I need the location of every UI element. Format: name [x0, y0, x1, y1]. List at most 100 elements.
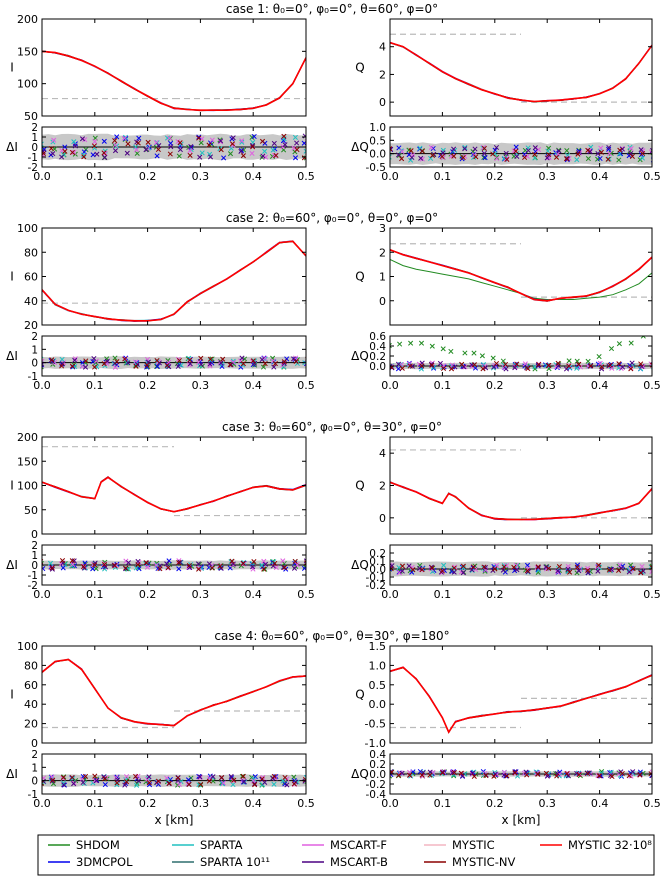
residual-marker: [616, 567, 622, 573]
resid-plot-area: [42, 355, 306, 370]
residual-marker: [511, 564, 517, 570]
y-tick-label: 100: [17, 480, 38, 493]
residual-marker: [196, 782, 202, 788]
residual-marker: [164, 362, 170, 369]
panel-case3-I: case 3: θ₀=60°, φ₀=0°, θ=30°, φ=0°050100…: [6, 420, 442, 601]
residual-marker: [280, 558, 286, 564]
legend-item-sparta-10-: SPARTA 10¹¹: [172, 855, 270, 869]
residual-marker: [154, 363, 161, 369]
residual-marker: [186, 781, 192, 787]
legend-item-mscart-f: MSCART-F: [302, 838, 387, 852]
resid-y-tick-label: -1: [28, 152, 38, 164]
residual-marker: [576, 361, 582, 367]
residual-marker: [396, 570, 403, 576]
resid-y-tick-label: -2: [28, 580, 38, 592]
x-tick-label: 0.2: [486, 170, 504, 183]
y-tick-label: 2: [379, 68, 386, 81]
legend-label: MSCART-B: [330, 855, 388, 869]
residual-marker: [292, 134, 298, 140]
residual-marker: [543, 770, 549, 776]
resid-y-tick-label: -1: [28, 371, 38, 383]
y-tick-label: 0: [379, 96, 386, 109]
residual-marker: [429, 362, 435, 368]
residual-marker: [59, 363, 65, 369]
residual-marker: [543, 564, 549, 570]
residual-marker: [585, 358, 591, 364]
residual-marker: [490, 355, 496, 361]
residual-marker: [598, 145, 604, 151]
panel-title: case 1: θ₀=0°, φ₀=0°, θ=60°, φ=0°: [226, 2, 438, 16]
residual-marker: [154, 562, 160, 568]
residual-marker: [460, 570, 466, 576]
y-tick-label: 80: [24, 659, 38, 672]
residual-marker: [134, 782, 140, 788]
residual-marker: [220, 356, 226, 362]
residual-marker: [638, 570, 644, 576]
residual-marker: [291, 565, 298, 571]
residual-marker: [69, 149, 75, 155]
residual-marker: [451, 146, 457, 152]
residual-marker: [595, 568, 601, 574]
y-axis-label: Q: [355, 270, 364, 284]
y-tick-label: 50: [24, 110, 38, 123]
panel-title: case 2: θ₀=60°, φ₀=0°, θ=0°, φ=0°: [226, 211, 438, 225]
residual-marker: [271, 781, 277, 787]
legend-label: MYSTIC: [452, 838, 495, 852]
residual-marker: [462, 144, 468, 150]
x-tick-label: 0.4: [244, 379, 262, 392]
residual-marker: [101, 150, 107, 156]
residual-marker: [574, 562, 581, 568]
series-line-shdom: [390, 42, 652, 103]
residual-marker: [574, 358, 580, 364]
series-line-sparta: [390, 42, 652, 103]
residual-marker: [71, 781, 77, 787]
residual-marker: [219, 774, 225, 781]
residual-marker: [546, 151, 552, 158]
y-tick-label: 0: [31, 737, 38, 750]
residual-marker: [51, 137, 57, 143]
residual-marker: [112, 563, 118, 569]
y-axis-label: I: [10, 270, 14, 284]
residual-marker: [638, 361, 644, 367]
residual-marker: [460, 565, 467, 571]
residual-marker: [49, 565, 55, 571]
residual-marker: [49, 566, 55, 572]
residual-marker: [196, 134, 202, 140]
series-line-3dmcpol: [390, 42, 652, 103]
residual-marker: [198, 781, 204, 787]
series-line-mscart-f: [42, 240, 306, 322]
series-line-shdom: [390, 667, 652, 734]
y-tick-label: 2: [379, 246, 386, 259]
x-tick-label: 0.1: [86, 170, 104, 183]
residual-marker: [154, 153, 160, 159]
residual-marker: [567, 569, 573, 575]
series-line-mystic-32-10-: [42, 240, 306, 322]
residual-marker: [617, 147, 623, 153]
residual-marker: [554, 773, 560, 779]
residual-marker: [628, 150, 634, 157]
residual-marker: [490, 151, 496, 157]
resid-y-tick-label: -1: [28, 789, 38, 801]
residual-marker: [59, 558, 66, 564]
residual-marker: [491, 364, 497, 370]
y-tick-label: 4: [379, 447, 386, 460]
residual-marker: [284, 782, 290, 788]
residual-marker: [576, 568, 582, 574]
x-tick-label: 0.5: [297, 379, 315, 392]
residual-marker: [502, 361, 509, 367]
resid-y-tick-label: 0.4: [369, 749, 386, 761]
x-tick-label: 0.1: [434, 588, 452, 601]
y-axis-label: I: [10, 61, 14, 75]
residual-marker: [166, 359, 172, 365]
resid-y-tick-label: 0.2: [369, 759, 386, 771]
residual-marker: [305, 782, 306, 788]
residual-marker: [259, 776, 265, 782]
residual-marker: [91, 355, 97, 362]
residual-marker: [71, 139, 77, 145]
residual-marker: [262, 779, 268, 785]
x-tick-label: 0.0: [381, 588, 399, 601]
series-line-3dmcpol: [42, 476, 306, 513]
residual-marker: [238, 148, 244, 154]
y-tick-label: 40: [24, 295, 38, 308]
